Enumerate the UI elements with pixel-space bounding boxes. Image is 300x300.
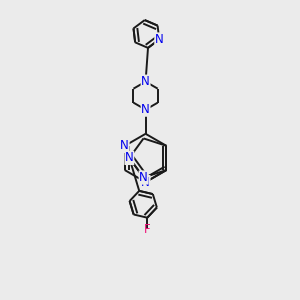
Text: N: N [125, 152, 134, 164]
Text: N: N [141, 103, 150, 116]
Text: N: N [120, 140, 129, 152]
Text: N: N [141, 75, 150, 88]
Text: N: N [139, 171, 148, 184]
Text: N: N [141, 176, 150, 189]
Text: N: N [155, 33, 164, 46]
Text: F: F [144, 223, 151, 236]
